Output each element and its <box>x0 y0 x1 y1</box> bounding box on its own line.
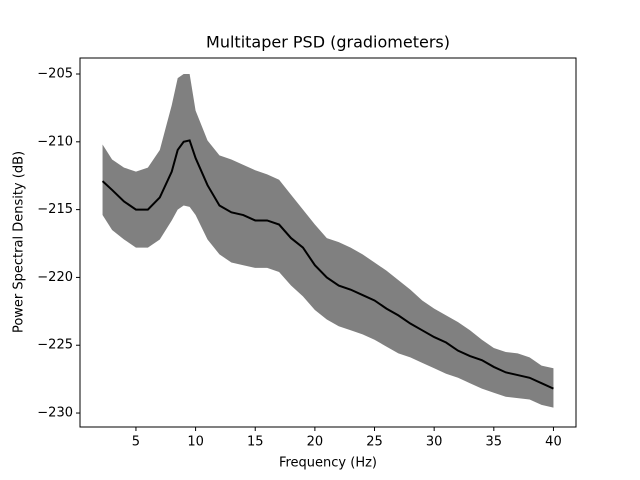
chart-title: Multitaper PSD (gradiometers) <box>206 33 450 52</box>
plot-frame <box>79 57 577 428</box>
x-axis-label: Frequency (Hz) <box>279 456 377 471</box>
y-tick-label: −220 <box>37 270 73 285</box>
band <box>102 74 554 408</box>
x-tick-label: 5 <box>132 435 140 450</box>
x-tick-label: 35 <box>486 435 503 450</box>
x-tick-label: 10 <box>187 435 204 450</box>
y-tick-label: −225 <box>37 338 73 353</box>
x-tick-label: 40 <box>545 435 562 450</box>
x-tick-label: 30 <box>426 435 443 450</box>
x-tick-label: 25 <box>366 435 383 450</box>
x-tick-label: 15 <box>247 435 264 450</box>
x-tick-label: 20 <box>307 435 324 450</box>
y-tick-label: −210 <box>37 134 73 149</box>
y-tick-label: −230 <box>37 406 73 421</box>
line <box>101 139 554 390</box>
y-tick-label: −205 <box>37 67 73 82</box>
y-axis-label: Power Spectral Density (dB) <box>12 151 27 333</box>
y-tick-label: −215 <box>37 202 73 217</box>
